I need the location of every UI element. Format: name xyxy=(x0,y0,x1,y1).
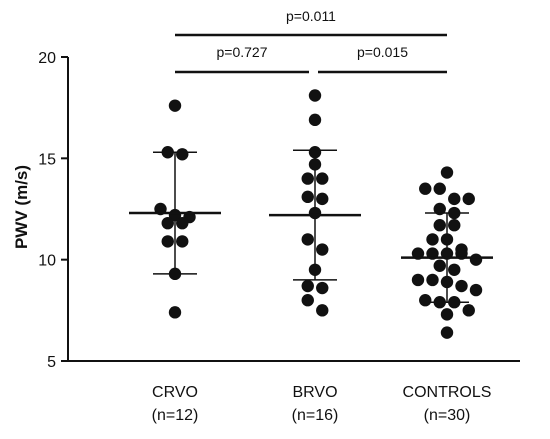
category-label: CONTROLS xyxy=(403,384,492,401)
y-axis-title: PWV (m/s) xyxy=(12,165,31,249)
y-tick-label: 15 xyxy=(38,151,56,168)
data-point xyxy=(419,182,432,195)
category-count-label: (n=16) xyxy=(292,407,339,424)
data-point xyxy=(308,263,322,276)
data-point xyxy=(316,192,329,206)
data-point xyxy=(448,206,461,220)
data-point xyxy=(161,146,174,159)
data-point xyxy=(161,235,174,248)
data-point xyxy=(301,172,314,185)
group-0: CRVO (n=12) xyxy=(129,99,221,424)
y-tick-label: 5 xyxy=(47,354,56,371)
category-label: BRVO xyxy=(292,384,337,401)
data-point xyxy=(448,296,461,309)
data-point xyxy=(168,306,182,319)
data-point xyxy=(316,304,329,317)
data-point xyxy=(469,253,483,266)
data-point xyxy=(308,206,322,220)
data-point xyxy=(462,192,475,206)
data-point xyxy=(176,216,189,230)
data-point xyxy=(440,233,454,246)
data-point xyxy=(176,148,189,161)
data-point xyxy=(161,216,174,230)
axes: 5 10 15 20 xyxy=(38,50,520,371)
y-tick-label: 20 xyxy=(38,50,56,67)
data-point xyxy=(448,192,461,206)
p-value-label: p=0.015 xyxy=(357,44,408,60)
data-point xyxy=(301,294,314,307)
data-point xyxy=(455,279,468,293)
category-label: CRVO xyxy=(152,384,198,401)
data-point xyxy=(433,202,446,216)
data-point xyxy=(316,172,329,185)
data-point xyxy=(426,233,439,246)
data-point xyxy=(469,283,483,297)
category-count-label: (n=30) xyxy=(424,407,471,424)
data-point xyxy=(176,235,189,248)
data-point xyxy=(433,182,446,195)
data-point xyxy=(440,326,454,339)
group-1: BRVO (n=16) xyxy=(269,89,361,424)
group-2: CONTROLS (n=30) xyxy=(401,166,493,424)
comparison-brackets: p=0.011 p=0.727 p=0.015 xyxy=(175,8,447,74)
data-point xyxy=(308,158,322,171)
data-point xyxy=(301,279,314,293)
data-point xyxy=(433,259,446,272)
data-point xyxy=(426,273,439,287)
data-groups: CRVO (n=12) BRVO (n=16) CONTROLS (n=30) xyxy=(129,89,493,424)
data-point xyxy=(301,233,314,246)
data-point xyxy=(308,146,322,159)
data-point xyxy=(316,243,329,256)
data-point xyxy=(168,267,182,281)
data-point xyxy=(433,219,446,232)
data-point xyxy=(308,89,322,102)
data-point xyxy=(419,294,432,307)
data-point xyxy=(168,99,182,112)
data-point xyxy=(462,304,475,317)
data-point xyxy=(448,219,461,232)
category-count-label: (n=12) xyxy=(152,407,199,424)
data-point xyxy=(316,281,329,295)
data-point xyxy=(308,113,322,127)
data-point xyxy=(411,273,425,287)
data-point xyxy=(433,296,446,309)
data-point xyxy=(440,275,454,289)
p-value-label: p=0.727 xyxy=(217,44,268,60)
p-value-label: p=0.011 xyxy=(286,8,336,24)
data-point xyxy=(440,166,454,179)
data-point xyxy=(448,263,461,276)
data-point xyxy=(440,308,454,321)
data-point xyxy=(301,190,314,204)
y-tick-label: 10 xyxy=(38,253,56,270)
